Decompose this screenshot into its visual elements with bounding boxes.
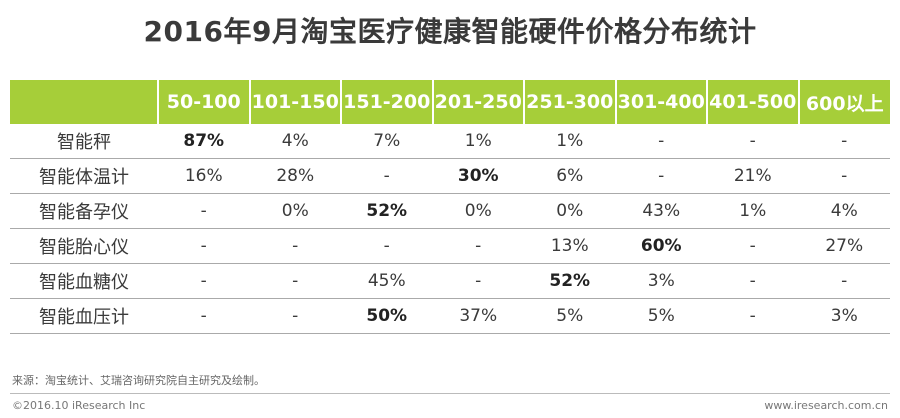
row-label: 智能血压计 [10, 298, 158, 334]
table-cell: 0% [249, 193, 341, 229]
table-cell: 50% [341, 298, 433, 334]
table-cell: - [341, 158, 433, 194]
table-cell: - [158, 228, 250, 264]
table-row: 智能胎心仪 - - - -13% 60% -27% [10, 228, 890, 264]
table-cell: 4% [249, 124, 341, 159]
source-note: 来源：淘宝统计、艾瑞咨询研究院自主研究及绘制。 [12, 374, 265, 387]
table-header-corner [10, 80, 158, 124]
table-cell: 52% [341, 193, 433, 229]
table-cell: - [707, 263, 799, 299]
table-cell: - [615, 124, 707, 159]
table-cell: 5% [524, 298, 616, 334]
table-cell: - [798, 158, 890, 194]
table-cell: 45% [341, 263, 433, 299]
table-cell: 43% [615, 193, 707, 229]
table-cell: 13% [524, 228, 616, 264]
table-cell: 3% [798, 298, 890, 334]
table-cell: 28% [249, 158, 341, 194]
table-cell: 4% [798, 193, 890, 229]
table-cell: 3% [615, 263, 707, 299]
row-label: 智能胎心仪 [10, 228, 158, 264]
table-cell: 21% [707, 158, 799, 194]
website-text: www.iresearch.com.cn [764, 399, 888, 412]
chart-title: 2016年9月淘宝医疗健康智能硬件价格分布统计 [143, 15, 757, 48]
table-cell: 6% [524, 158, 616, 194]
table-row: 智能血压计 - -50% 37% 5% 5% -3% [10, 298, 890, 334]
row-label: 智能备孕仪 [10, 193, 158, 229]
table-cell: - [249, 298, 341, 334]
table-cell: 52% [524, 263, 616, 299]
copyright-text: ©2016.10 iResearch Inc [12, 399, 146, 412]
table-row: 智能血糖仪 - -45% -52% 3% - - [10, 263, 890, 299]
column-header: 201-250 [431, 80, 524, 124]
table-cell: - [707, 124, 799, 159]
table-cell: 60% [615, 228, 707, 264]
footer-divider [10, 393, 890, 394]
table-cell: 30% [432, 158, 524, 194]
table-cell: - [615, 158, 707, 194]
table-row: 智能备孕仪 -0% 52% 0% 0% 43% 1% 4% [10, 193, 890, 229]
column-header: 101-150 [248, 80, 341, 124]
table-cell: - [432, 228, 524, 264]
table-cell: - [249, 228, 341, 264]
table-header-row: 50-100 101-150 151-200 201-250 251-300 301-40… [10, 80, 890, 124]
table-cell: 7% [341, 124, 433, 159]
column-header: 251-300 [523, 80, 616, 124]
table-cell: 0% [432, 193, 524, 229]
column-header: 401-500 [706, 80, 799, 124]
table-cell: - [249, 263, 341, 299]
table-row: 智能体温计 16% 28% -30% 6% -21% - [10, 158, 890, 194]
table-cell: - [158, 298, 250, 334]
table-cell: 1% [524, 124, 616, 159]
table-cell: 27% [798, 228, 890, 264]
table-cell: 1% [707, 193, 799, 229]
table-cell: 5% [615, 298, 707, 334]
table-cell: 1% [432, 124, 524, 159]
table-cell: - [158, 263, 250, 299]
column-header: 50-100 [157, 80, 250, 124]
table-cell: 37% [432, 298, 524, 334]
table-row: 智能秤 87% 4% 7% 1% 1% - - - [10, 124, 890, 159]
table-cell: - [798, 124, 890, 159]
price-distribution-table: 50-100 101-150 151-200 201-250 251-300 301-40… [10, 80, 890, 334]
table-cell: - [798, 263, 890, 299]
table-cell: - [432, 263, 524, 299]
table-cell: - [158, 193, 250, 229]
table-cell: 87% [158, 124, 250, 159]
column-header: 600以上 [797, 80, 890, 124]
table-cell: - [341, 228, 433, 264]
row-label: 智能血糖仪 [10, 263, 158, 299]
table-cell: - [707, 228, 799, 264]
table-cell: 16% [158, 158, 250, 194]
column-header: 301-400 [614, 80, 707, 124]
row-label: 智能秤 [10, 124, 158, 159]
column-header: 151-200 [340, 80, 433, 124]
table-cell: - [707, 298, 799, 334]
table-cell: 0% [524, 193, 616, 229]
row-label: 智能体温计 [10, 158, 158, 194]
